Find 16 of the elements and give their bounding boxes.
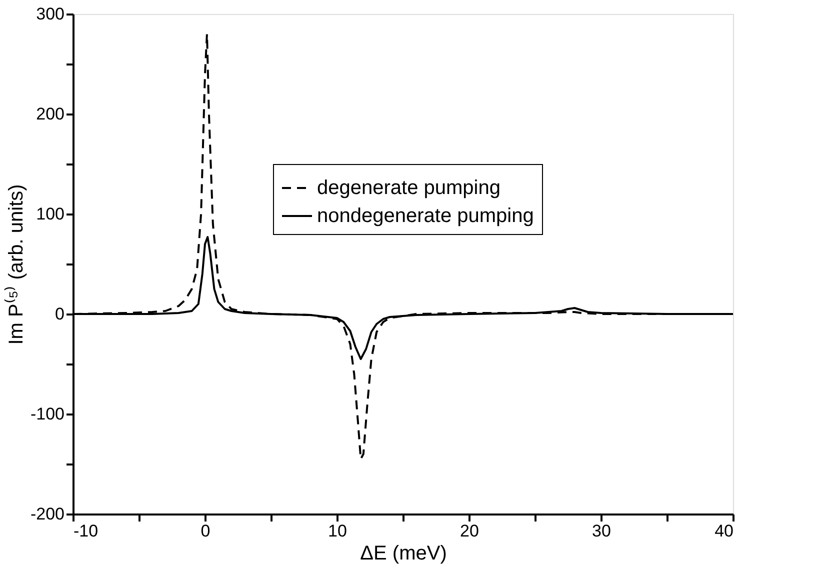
x-tick-label: 10 [328, 522, 347, 540]
x-tick-label: 20 [460, 522, 479, 540]
y-axis-title: Im P⁽⁵⁾ (arb. units) [3, 184, 28, 345]
x-tick-label: -10 [74, 522, 98, 540]
x-tick-label: 30 [592, 522, 611, 540]
x-axis-title: ΔE (meV) [360, 542, 447, 564]
x-tick-label: 40 [714, 522, 734, 540]
y-tick-label: 300 [36, 4, 64, 24]
y-tick-label: -100 [30, 404, 64, 424]
y-tick-label: -200 [30, 504, 64, 524]
y-tick-label: 200 [36, 104, 64, 124]
legend-label: nondegenerate pumping [317, 205, 534, 227]
y-tick-label: 0 [55, 304, 64, 324]
legend-label: degenerate pumping [317, 177, 500, 199]
x-tick-label: 0 [200, 522, 210, 540]
y-tick-label: 100 [36, 204, 64, 224]
